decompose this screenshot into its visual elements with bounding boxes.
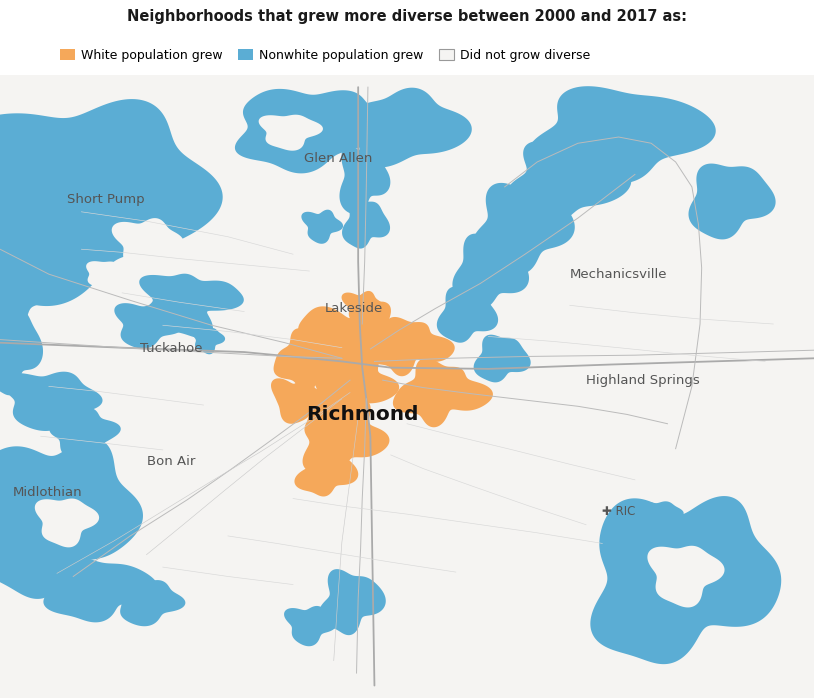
Polygon shape <box>453 234 529 309</box>
Text: Tuckahoe: Tuckahoe <box>140 343 202 355</box>
Polygon shape <box>112 580 186 626</box>
Polygon shape <box>590 496 781 664</box>
Polygon shape <box>605 522 660 559</box>
Polygon shape <box>43 557 159 623</box>
Polygon shape <box>35 498 99 547</box>
Polygon shape <box>437 287 498 343</box>
Polygon shape <box>318 569 386 635</box>
Text: Midlothian: Midlothian <box>12 486 82 499</box>
Polygon shape <box>0 99 223 306</box>
Polygon shape <box>274 328 357 392</box>
Polygon shape <box>1 371 103 431</box>
Text: ✚ RIC: ✚ RIC <box>602 505 636 517</box>
Polygon shape <box>342 291 384 325</box>
Polygon shape <box>192 328 225 355</box>
Polygon shape <box>301 209 343 244</box>
Text: Mechanicsville: Mechanicsville <box>570 267 667 281</box>
Text: Glen Allen: Glen Allen <box>304 152 372 165</box>
Polygon shape <box>352 88 472 168</box>
Polygon shape <box>528 86 716 184</box>
Polygon shape <box>393 358 493 427</box>
Text: Lakeside: Lakeside <box>325 302 383 315</box>
Polygon shape <box>271 376 327 424</box>
Polygon shape <box>50 408 120 456</box>
Polygon shape <box>298 302 420 386</box>
Polygon shape <box>313 352 399 419</box>
Polygon shape <box>114 303 183 348</box>
Polygon shape <box>86 261 130 289</box>
Polygon shape <box>339 144 391 214</box>
Text: Highland Springs: Highland Springs <box>586 373 700 387</box>
Polygon shape <box>0 308 43 395</box>
Polygon shape <box>112 218 184 272</box>
Polygon shape <box>284 606 336 646</box>
Polygon shape <box>0 75 814 698</box>
Polygon shape <box>0 217 54 339</box>
Text: Neighborhoods that grew more diverse between 2000 and 2017 as:: Neighborhoods that grew more diverse bet… <box>127 9 687 24</box>
Polygon shape <box>295 447 358 496</box>
Polygon shape <box>342 198 390 248</box>
Polygon shape <box>474 334 531 383</box>
Polygon shape <box>472 183 575 274</box>
Text: Bon Air: Bon Air <box>147 454 195 468</box>
Legend: White population grew, Nonwhite population grew, Did not grow diverse: White population grew, Nonwhite populati… <box>55 44 595 67</box>
Polygon shape <box>689 163 776 239</box>
Polygon shape <box>638 501 684 530</box>
Polygon shape <box>0 438 143 599</box>
Text: Short Pump: Short Pump <box>67 193 145 206</box>
Text: Richmond: Richmond <box>306 405 418 424</box>
Polygon shape <box>366 317 455 376</box>
Polygon shape <box>506 141 631 224</box>
Polygon shape <box>647 546 724 607</box>
Polygon shape <box>235 89 400 173</box>
Polygon shape <box>303 400 389 475</box>
Polygon shape <box>259 114 323 151</box>
Polygon shape <box>139 274 244 339</box>
